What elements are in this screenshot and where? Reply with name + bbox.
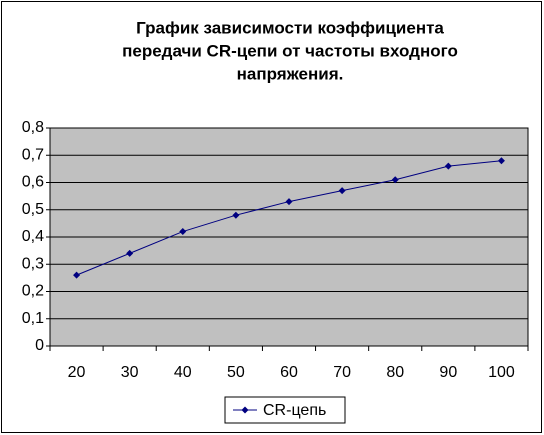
y-tick-label: 0,1 — [22, 310, 44, 327]
data-point — [232, 211, 240, 219]
x-tick-label: 70 — [333, 364, 351, 381]
chart-title: передачи CR-цепи от частоты входного — [122, 41, 458, 60]
y-tick-label: 0,6 — [22, 174, 44, 191]
x-tick-label: 80 — [386, 364, 404, 381]
chart-title: напряжения. — [237, 64, 344, 83]
x-tick-label: 60 — [280, 364, 298, 381]
data-point — [179, 228, 187, 236]
data-point — [338, 187, 346, 195]
y-tick-label: 0,4 — [22, 228, 44, 245]
y-tick-label: 0,7 — [22, 146, 44, 163]
legend-marker — [241, 406, 249, 414]
x-tick-label: 100 — [488, 364, 515, 381]
data-point — [126, 249, 134, 257]
data-point — [391, 176, 399, 184]
x-tick-label: 20 — [68, 364, 86, 381]
x-tick-label: 90 — [439, 364, 457, 381]
y-tick-label: 0,5 — [22, 201, 44, 218]
y-tick-label: 0,8 — [22, 119, 44, 136]
plot-border — [49, 127, 529, 347]
data-point — [444, 162, 452, 170]
data-point — [73, 271, 81, 279]
x-tick-label: 30 — [121, 364, 139, 381]
legend-label: CR-цепь — [263, 402, 326, 419]
y-tick-label: 0 — [35, 337, 44, 354]
chart-title: График зависимости коэффициента — [136, 18, 444, 37]
y-tick-label: 0,3 — [22, 255, 44, 272]
data-point — [285, 198, 293, 206]
x-tick-label: 50 — [227, 364, 245, 381]
y-tick-label: 0,2 — [22, 283, 44, 300]
data-point — [497, 157, 505, 165]
x-tick-label: 40 — [174, 364, 192, 381]
